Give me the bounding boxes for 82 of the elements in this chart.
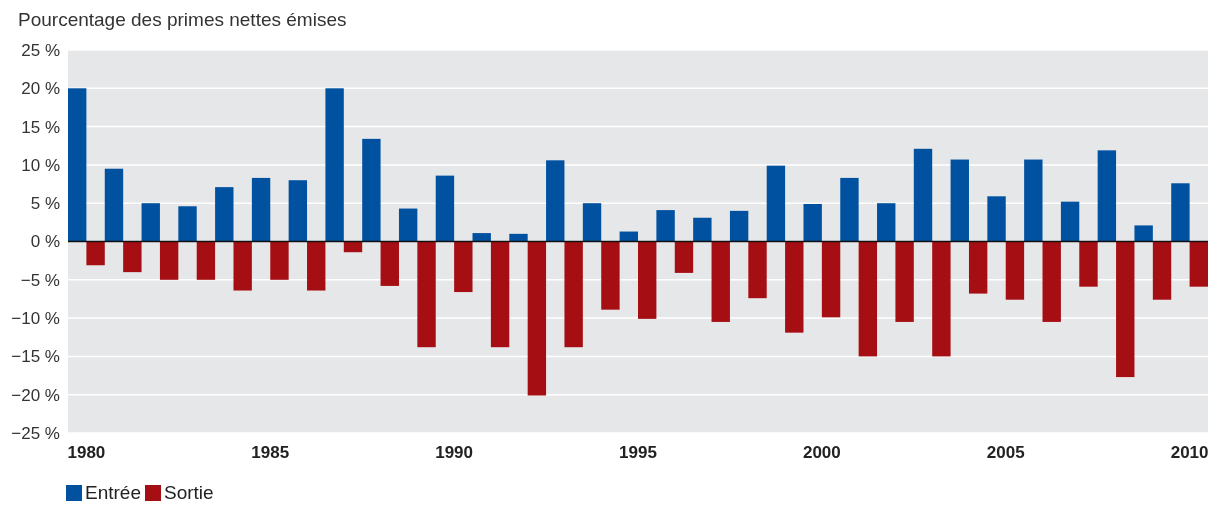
y-tick-label: −10 %: [11, 309, 60, 329]
y-tick-label: 5 %: [30, 194, 60, 214]
y-tick-label: −25 %: [11, 423, 60, 443]
legend-label: Sortie: [164, 482, 214, 503]
bar: [913, 148, 933, 242]
bar: [1189, 241, 1208, 287]
bar: [674, 241, 694, 273]
bar: [785, 241, 804, 333]
bar: [1152, 241, 1172, 300]
bar: [932, 241, 951, 357]
x-tick-label: 2000: [802, 443, 841, 462]
x-tick-label: 1985: [251, 443, 290, 462]
bar: [398, 208, 418, 242]
y-tick-label: 20 %: [21, 79, 60, 99]
bar: [123, 241, 142, 273]
bar: [729, 210, 749, 242]
bar: [1024, 159, 1043, 242]
y-tick-label: −15 %: [11, 347, 60, 367]
chart-title: Pourcentage des primes nettes émises: [18, 9, 347, 30]
y-tick-label: 25 %: [21, 40, 60, 60]
legend-label: Entrée: [85, 482, 141, 503]
bar: [1134, 225, 1153, 242]
bar: [343, 241, 363, 253]
bar: [1097, 150, 1117, 242]
bar: [307, 241, 326, 291]
bar: [435, 175, 455, 242]
bar: [527, 241, 547, 396]
bar: [68, 88, 87, 242]
bar: [1079, 241, 1098, 287]
bar: [564, 241, 583, 348]
bar: [86, 241, 105, 266]
bar: [601, 241, 620, 310]
bar: [454, 241, 473, 293]
bar: [1060, 201, 1080, 242]
bar: [858, 241, 878, 357]
bar: [362, 138, 381, 242]
bar: [1042, 241, 1061, 322]
bar: [325, 88, 344, 242]
bar: [104, 168, 124, 242]
bar: [693, 217, 712, 242]
bar: [1116, 241, 1135, 378]
y-tick-label: 15 %: [21, 117, 60, 137]
bar: [509, 233, 528, 242]
bar: [490, 241, 510, 348]
x-tick-label: 2005: [986, 443, 1025, 462]
y-tick-label: 10 %: [21, 155, 60, 175]
bar: [215, 187, 234, 242]
x-tick-label: 1990: [435, 443, 474, 462]
bar: [196, 241, 216, 280]
bar: [233, 241, 252, 291]
bar: [270, 241, 289, 280]
bar: [582, 203, 602, 242]
bar: [380, 241, 399, 286]
bar: [1005, 241, 1025, 300]
bar: [895, 241, 914, 322]
bar: [159, 241, 179, 280]
bar: [656, 210, 675, 242]
bar: [546, 160, 565, 242]
bar: [141, 203, 160, 242]
bar: [968, 241, 988, 294]
bar: [638, 241, 657, 319]
y-tick-label: 0 %: [30, 232, 60, 252]
bar: [803, 203, 822, 242]
bar: [950, 159, 969, 242]
bar: [877, 203, 896, 242]
bar: [748, 241, 767, 299]
bar: [711, 241, 730, 322]
bar: [821, 241, 841, 318]
bar: [766, 165, 786, 242]
x-tick-label: 1995: [619, 443, 657, 462]
y-tick-label: −20 %: [11, 385, 60, 405]
y-tick-label: −5 %: [20, 270, 60, 290]
bar: [987, 196, 1006, 242]
bar: [178, 206, 197, 242]
bar: [472, 233, 491, 242]
x-tick-label: 2010: [1170, 443, 1209, 462]
bar: [288, 180, 308, 242]
bar: [1171, 183, 1190, 242]
bar: [840, 177, 859, 242]
x-tick-label: 1980: [67, 443, 106, 462]
bar: [417, 241, 436, 348]
bar: [251, 177, 271, 242]
